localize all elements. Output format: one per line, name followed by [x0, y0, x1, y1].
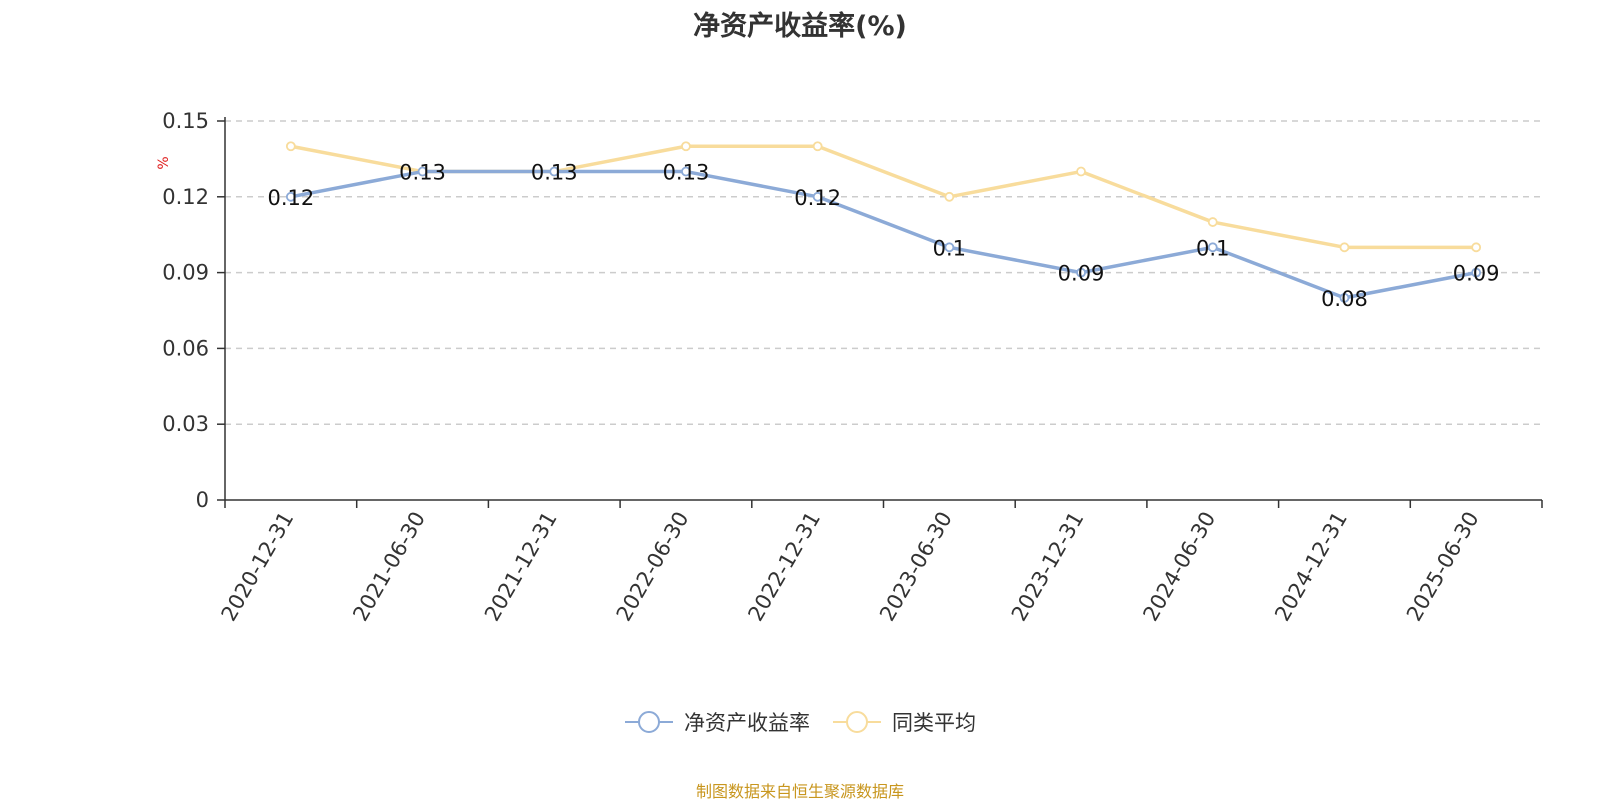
data-point: [1471, 267, 1482, 278]
data-point: [285, 141, 296, 152]
data-label: 0.13: [399, 161, 446, 185]
data-point: [285, 191, 296, 202]
data-label: 0.1: [933, 236, 966, 260]
data-point: [1207, 217, 1218, 227]
data-label: 0.13: [663, 161, 710, 185]
y-tick-label: 0.12: [162, 185, 209, 209]
data-point: [681, 166, 691, 177]
source-note: 制图数据来自恒生聚源数据库: [695, 782, 904, 801]
data-label: 0.1: [1196, 236, 1229, 260]
legend: 净资产收益率 同类平均: [0, 707, 1600, 737]
x-tick-label: 2021-06-30: [348, 508, 430, 626]
data-label: 0.13: [531, 161, 578, 185]
x-tick-label: 2023-06-30: [875, 508, 957, 626]
x-tick-label: 2024-06-30: [1138, 508, 1220, 626]
y-tick-label: 0.15: [162, 109, 209, 133]
x-tick-label: 2020-12-31: [217, 508, 299, 626]
data-label: 0.12: [794, 186, 841, 210]
data-label: 0.12: [267, 186, 314, 210]
data-point: [944, 191, 955, 202]
data-label: 0.09: [1058, 262, 1105, 286]
data-point: [681, 141, 691, 152]
x-tick-label: 2021-12-31: [480, 508, 562, 626]
legend-label: 净资产收益率: [684, 711, 810, 735]
x-tick-label: 2023-12-31: [1007, 508, 1089, 626]
legend-swatch: [833, 711, 881, 733]
series: [285, 141, 1482, 303]
data-point: [1076, 267, 1086, 278]
data-labels: 0.12 0.13 0.13 0.13 0.12 0.1 0.09 0.1 0.08 0.09: [267, 161, 1499, 311]
legend-item[interactable]: 同类平均: [832, 707, 976, 737]
legend-swatch: [625, 711, 673, 733]
x-tick-label: 2024-12-31: [1270, 508, 1352, 626]
data-point: [1207, 242, 1218, 253]
x-tick-label: 2022-06-30: [612, 508, 694, 626]
legend-label: 同类平均: [892, 711, 976, 735]
series-line: [290, 169, 1477, 300]
data-point: [812, 141, 823, 152]
data-label: 0.08: [1321, 287, 1368, 311]
x-tick-label: 2022-12-31: [743, 508, 825, 626]
data-point: [812, 191, 823, 202]
data-point: [417, 166, 428, 177]
legend-item[interactable]: 净资产收益率: [624, 707, 810, 737]
x-tick-label: 2025-06-30: [1402, 508, 1484, 626]
data-point: [1471, 242, 1482, 253]
y-tick-label: 0.06: [162, 336, 209, 360]
data-point: [549, 166, 560, 177]
y-tick-label: 0.09: [162, 261, 209, 285]
chart-title: 净资产收益率(%): [693, 11, 907, 42]
data-point: [1339, 292, 1350, 303]
data-label: 0.09: [1453, 262, 1500, 286]
y-axis-label: %: [156, 156, 172, 169]
data-point: [1339, 242, 1350, 253]
y-tick-label: 0: [196, 488, 209, 512]
axes: 0 0.03 0.06 0.09 0.12 0.15% 2020-12-31 2021-06-…: [156, 109, 1543, 626]
y-tick-label: 0.03: [162, 412, 209, 436]
data-point: [1076, 166, 1086, 177]
data-point: [944, 242, 955, 253]
